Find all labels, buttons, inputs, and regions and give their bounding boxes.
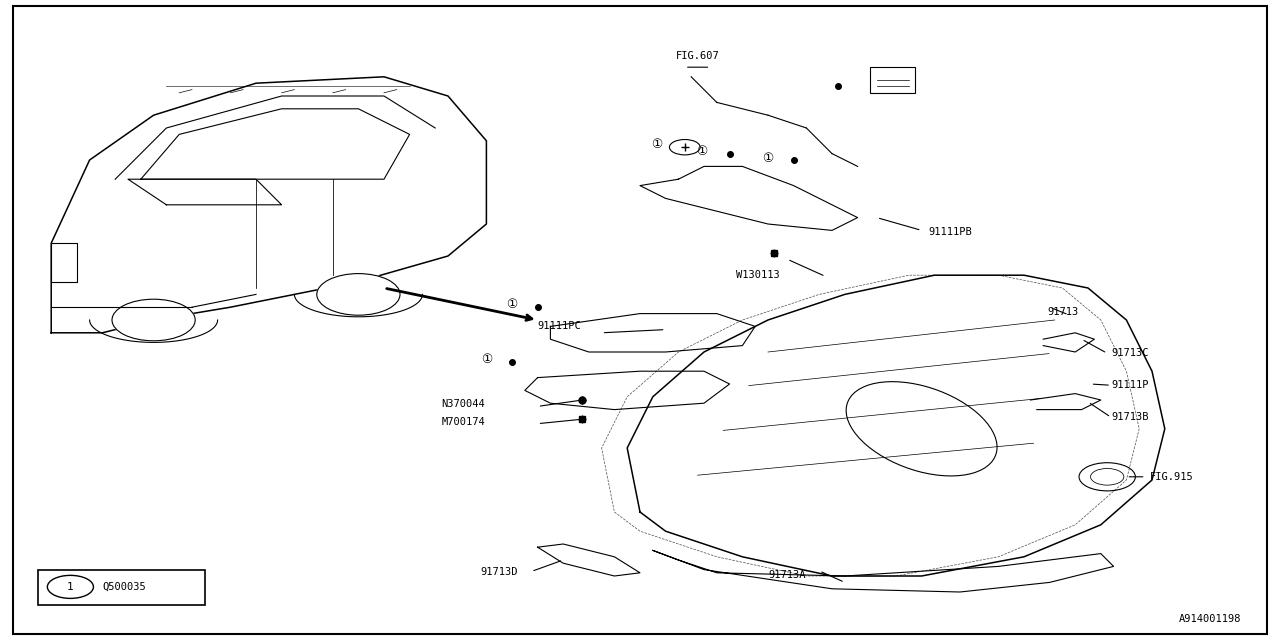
Ellipse shape xyxy=(846,381,997,476)
Text: ①: ① xyxy=(481,353,492,366)
Text: 91713A: 91713A xyxy=(768,570,805,580)
Text: ①: ① xyxy=(652,138,662,150)
Text: 91111P: 91111P xyxy=(1111,380,1148,390)
Text: 91713: 91713 xyxy=(1047,307,1078,317)
Text: ①: ① xyxy=(507,298,517,310)
Text: N370044: N370044 xyxy=(442,399,485,410)
Circle shape xyxy=(317,274,401,316)
Text: 91713C: 91713C xyxy=(1111,348,1148,358)
Bar xyxy=(51,243,77,282)
Text: 1: 1 xyxy=(67,582,74,592)
Text: W130113: W130113 xyxy=(736,270,780,280)
Circle shape xyxy=(113,300,196,341)
Text: 91713D: 91713D xyxy=(480,566,517,577)
Text: 91111PC: 91111PC xyxy=(538,321,581,332)
Text: 91713B: 91713B xyxy=(1111,412,1148,422)
Text: FIG.915: FIG.915 xyxy=(1149,472,1193,482)
Text: 91111PB: 91111PB xyxy=(928,227,972,237)
Text: ①: ① xyxy=(696,145,707,158)
Text: A914001198: A914001198 xyxy=(1179,614,1242,624)
Text: M700174: M700174 xyxy=(442,417,485,428)
Text: Q500035: Q500035 xyxy=(102,582,146,592)
Text: ①: ① xyxy=(763,152,773,164)
Text: FIG.607: FIG.607 xyxy=(676,51,719,61)
FancyBboxPatch shape xyxy=(38,570,205,605)
Bar xyxy=(870,67,915,93)
